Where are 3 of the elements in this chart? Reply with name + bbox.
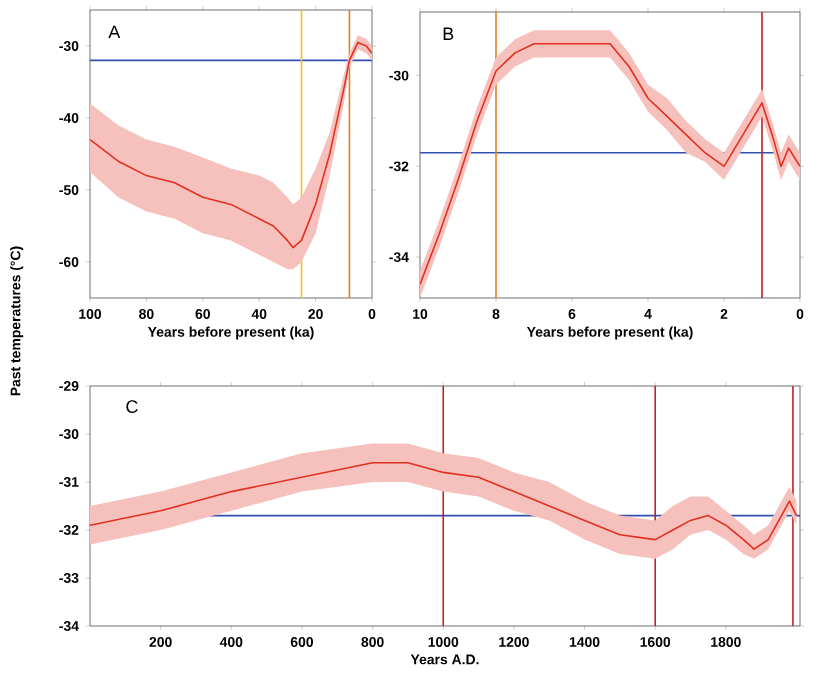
annotation: A [108, 25, 121, 39]
annotation: B [443, 27, 454, 40]
annotation: C [126, 400, 138, 413]
